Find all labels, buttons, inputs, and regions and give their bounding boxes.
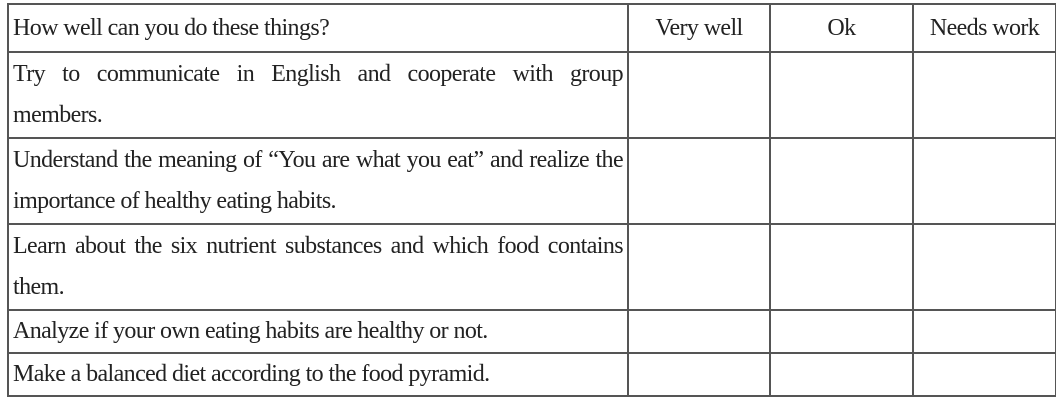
needs-work-cell[interactable] — [912, 137, 1056, 225]
row-statement: Try to communicate in English and cooper… — [7, 51, 629, 139]
very-well-cell[interactable] — [627, 137, 771, 225]
ok-cell[interactable] — [769, 309, 914, 354]
very-well-cell[interactable] — [627, 352, 771, 397]
header-question: How well can you do these things? — [7, 3, 629, 53]
row-statement: Analyze if your own eating habits are he… — [7, 309, 629, 354]
row-statement: Learn about the six nutrient substances … — [7, 223, 629, 311]
needs-work-cell[interactable] — [912, 51, 1056, 139]
needs-work-cell[interactable] — [912, 352, 1056, 397]
ok-cell[interactable] — [769, 223, 914, 311]
table-row: Make a balanced diet according to the fo… — [7, 352, 1056, 397]
very-well-cell[interactable] — [627, 51, 771, 139]
ok-cell[interactable] — [769, 137, 914, 225]
ok-cell[interactable] — [769, 51, 914, 139]
ok-cell[interactable] — [769, 352, 914, 397]
header-needs-work: Needs work — [912, 3, 1056, 53]
table-row: Understand the meaning of “You are what … — [7, 137, 1056, 225]
very-well-cell[interactable] — [627, 309, 771, 354]
very-well-cell[interactable] — [627, 223, 771, 311]
needs-work-cell[interactable] — [912, 309, 1056, 354]
table-row: Try to communicate in English and cooper… — [7, 51, 1056, 139]
header-row: How well can you do these things? Very w… — [7, 3, 1056, 53]
row-statement: Understand the meaning of “You are what … — [7, 137, 629, 225]
self-assessment-table: How well can you do these things? Very w… — [7, 3, 1056, 397]
row-statement: Make a balanced diet according to the fo… — [7, 352, 629, 397]
needs-work-cell[interactable] — [912, 223, 1056, 311]
table-row: Analyze if your own eating habits are he… — [7, 309, 1056, 354]
header-ok: Ok — [769, 3, 914, 53]
header-very-well: Very well — [627, 3, 771, 53]
table-row: Learn about the six nutrient substances … — [7, 223, 1056, 311]
